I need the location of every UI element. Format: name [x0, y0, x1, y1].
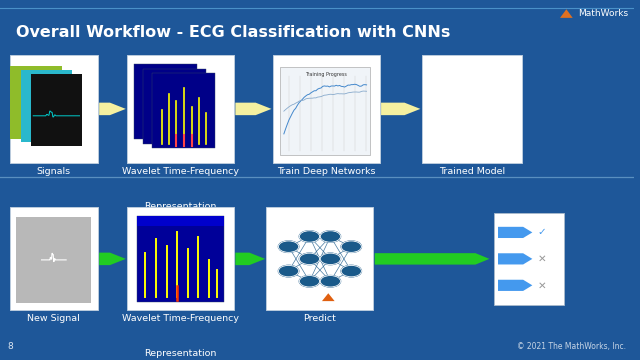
Text: Signals: Signals — [36, 167, 71, 176]
Circle shape — [320, 275, 340, 287]
Circle shape — [341, 265, 362, 277]
Text: Wavelet Time-Frequency: Wavelet Time-Frequency — [122, 167, 239, 176]
FancyBboxPatch shape — [31, 73, 82, 147]
Text: 8: 8 — [8, 342, 13, 351]
Text: Representation: Representation — [145, 349, 217, 358]
Text: MathWorks: MathWorks — [578, 9, 628, 18]
Polygon shape — [99, 253, 125, 265]
Text: Training Progress: Training Progress — [305, 72, 348, 77]
Text: ✕: ✕ — [538, 280, 546, 290]
Text: Wavelet Time-Frequency: Wavelet Time-Frequency — [122, 314, 239, 323]
Polygon shape — [236, 253, 265, 265]
Text: Overall Workflow - ECG Classification with CNNs: Overall Workflow - ECG Classification wi… — [16, 24, 450, 40]
FancyBboxPatch shape — [16, 217, 92, 303]
FancyBboxPatch shape — [127, 207, 234, 310]
FancyBboxPatch shape — [137, 216, 225, 302]
Text: © 2021 The MathWorks, Inc.: © 2021 The MathWorks, Inc. — [517, 342, 626, 351]
FancyBboxPatch shape — [266, 207, 374, 310]
Polygon shape — [375, 253, 490, 265]
Circle shape — [278, 265, 299, 277]
FancyBboxPatch shape — [422, 55, 522, 163]
Text: New Signal: New Signal — [28, 314, 80, 323]
Circle shape — [300, 253, 319, 265]
FancyBboxPatch shape — [143, 68, 205, 144]
Text: ✓: ✓ — [538, 228, 546, 237]
FancyBboxPatch shape — [137, 216, 225, 226]
FancyBboxPatch shape — [20, 69, 72, 143]
Polygon shape — [560, 9, 573, 18]
FancyBboxPatch shape — [134, 64, 196, 139]
Circle shape — [278, 241, 299, 252]
Circle shape — [300, 275, 319, 287]
FancyBboxPatch shape — [273, 55, 380, 163]
FancyBboxPatch shape — [10, 207, 98, 310]
Text: ✕: ✕ — [538, 254, 546, 264]
FancyBboxPatch shape — [152, 73, 215, 148]
FancyBboxPatch shape — [280, 67, 370, 155]
Text: Train Deep Networks: Train Deep Networks — [277, 167, 376, 176]
Text: Representation: Representation — [145, 202, 217, 211]
Circle shape — [320, 253, 340, 265]
Circle shape — [300, 231, 319, 242]
FancyBboxPatch shape — [10, 66, 62, 139]
Polygon shape — [498, 253, 532, 265]
Text: Predict: Predict — [303, 314, 337, 323]
Text: Trained Model: Trained Model — [439, 167, 505, 176]
Circle shape — [341, 241, 362, 252]
Circle shape — [320, 231, 340, 242]
FancyBboxPatch shape — [493, 213, 564, 305]
Polygon shape — [498, 227, 532, 238]
FancyBboxPatch shape — [10, 55, 98, 163]
FancyBboxPatch shape — [127, 55, 234, 163]
Polygon shape — [99, 103, 125, 115]
Polygon shape — [236, 103, 271, 115]
Polygon shape — [322, 293, 335, 301]
Polygon shape — [498, 280, 532, 291]
Polygon shape — [381, 103, 420, 115]
